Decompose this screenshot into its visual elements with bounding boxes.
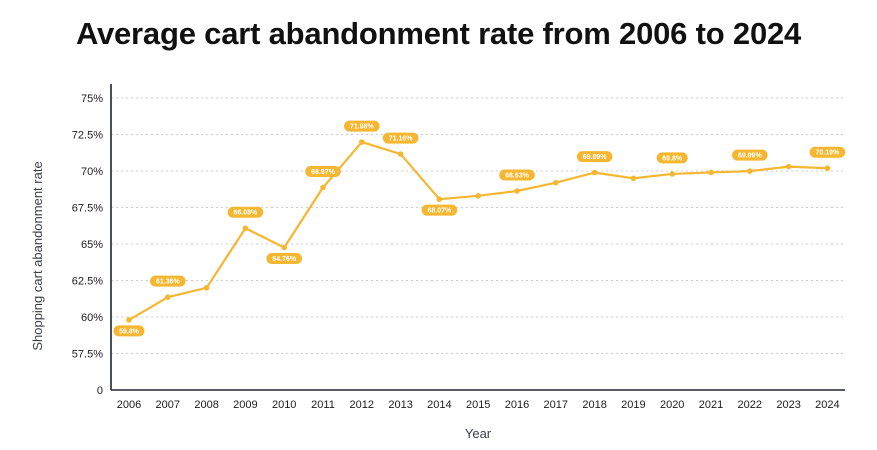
data-label-pill xyxy=(656,152,688,164)
chart-title: Average cart abandonment rate from 2006 … xyxy=(75,16,802,51)
data-point[interactable] xyxy=(747,168,753,174)
x-tick-label: 2017 xyxy=(544,399,568,411)
data-point[interactable] xyxy=(514,188,520,194)
x-tick-label: 2022 xyxy=(738,399,762,411)
data-point[interactable] xyxy=(359,139,365,145)
y-tick-label: 70% xyxy=(81,166,103,178)
data-label-pill xyxy=(305,165,341,177)
x-tick-label: 2024 xyxy=(815,399,839,411)
data-point[interactable] xyxy=(591,169,598,176)
x-axis-title: Year xyxy=(465,426,492,441)
data-point[interactable] xyxy=(785,163,792,170)
data-label: 69.99% xyxy=(738,153,763,160)
data-point[interactable] xyxy=(165,294,171,300)
x-tick-label: 2014 xyxy=(427,399,451,411)
data-point[interactable] xyxy=(242,225,249,232)
data-point[interactable] xyxy=(475,193,482,199)
y-tick-label: 60% xyxy=(81,312,103,324)
y-axis-title: Shopping cart abandonment rate xyxy=(30,161,45,350)
x-tick-label: 2013 xyxy=(388,399,412,411)
x-tick-label: 2009 xyxy=(233,399,257,411)
data-label-pill xyxy=(344,120,380,132)
data-point[interactable] xyxy=(203,285,210,291)
data-label: 69.89% xyxy=(583,154,608,161)
data-point[interactable] xyxy=(824,165,831,172)
y-tick-label: 62.5% xyxy=(72,276,103,288)
y-tick-label: 65% xyxy=(81,239,103,251)
data-point[interactable] xyxy=(708,169,714,176)
data-label-pill xyxy=(227,206,264,218)
x-tick-label: 2021 xyxy=(699,399,723,411)
data-label: 68.07% xyxy=(428,208,453,215)
x-tick-label: 2019 xyxy=(621,399,645,411)
x-tick-label: 2011 xyxy=(311,399,335,411)
data-label-pill xyxy=(499,169,535,181)
data-label: 69.8% xyxy=(662,155,683,162)
x-tick-label: 2012 xyxy=(350,399,374,411)
x-tick-label: 2008 xyxy=(194,399,218,411)
x-tick-label: 2006 xyxy=(117,399,141,411)
data-label-pill xyxy=(382,132,419,144)
data-point[interactable] xyxy=(669,171,675,177)
x-tick-label: 2007 xyxy=(156,399,180,411)
data-label-pill xyxy=(576,151,613,163)
x-tick-label: 2010 xyxy=(272,399,296,411)
data-label-pill xyxy=(266,253,302,265)
data-label: 68.87% xyxy=(311,169,336,176)
data-label-pill xyxy=(113,325,145,337)
data-point[interactable] xyxy=(553,179,559,186)
y-tick-label: 57.5% xyxy=(72,349,103,361)
x-tick-label: 2020 xyxy=(660,399,684,411)
data-label: 71.16% xyxy=(389,136,414,143)
x-tick-label: 2023 xyxy=(776,399,800,411)
data-label: 66.08% xyxy=(234,210,259,217)
data-label-pill xyxy=(150,275,186,287)
data-point[interactable] xyxy=(436,196,443,202)
data-point[interactable] xyxy=(281,244,288,251)
data-point[interactable] xyxy=(320,184,326,191)
data-label: 61.36% xyxy=(156,279,181,286)
data-label: 70.19% xyxy=(816,150,841,157)
data-point[interactable] xyxy=(397,151,404,157)
y-tick-label: 0 xyxy=(97,385,103,397)
data-label: 68.63% xyxy=(505,173,530,180)
data-label: 64.76% xyxy=(272,256,297,263)
data-label-pill xyxy=(421,204,458,216)
data-label: 59.8% xyxy=(119,328,140,335)
x-tick-label: 2016 xyxy=(505,399,529,411)
data-point[interactable] xyxy=(630,175,637,182)
y-tick-label: 72.5% xyxy=(72,130,103,142)
data-point[interactable] xyxy=(126,317,132,323)
data-label: 71.98% xyxy=(350,124,375,131)
series-line xyxy=(128,140,828,321)
y-tick-label: 67.5% xyxy=(72,203,103,215)
y-tick-label: 75% xyxy=(81,93,103,105)
data-label-pill xyxy=(809,146,846,158)
x-tick-label: 2015 xyxy=(466,399,490,411)
data-label-pill xyxy=(732,149,768,161)
x-tick-label: 2018 xyxy=(582,399,606,411)
